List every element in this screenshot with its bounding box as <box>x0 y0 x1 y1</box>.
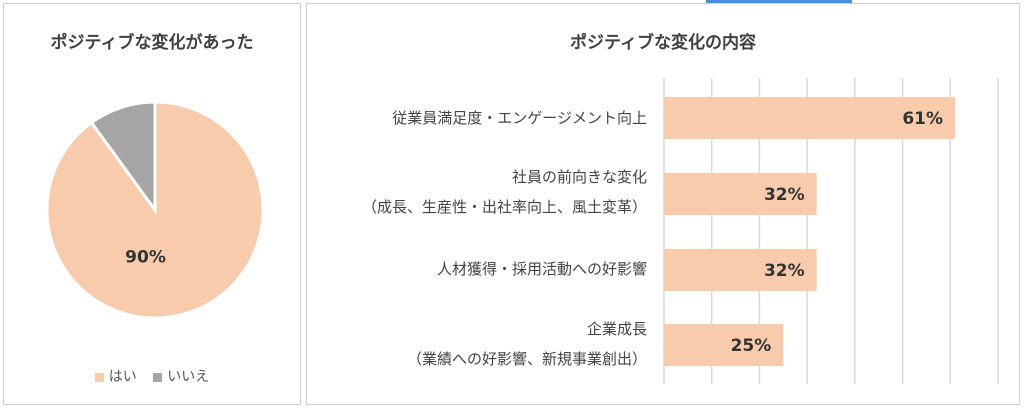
category-label: 従業員満足度・エンゲージメント向上 <box>307 108 647 128</box>
pie-chart-title: ポジティブな変化があった <box>50 33 254 53</box>
bar-chart-panel: ポジティブな変化の内容 61% 32% 32% 25% 従業員満足度・エンゲージメント… <box>306 3 1020 405</box>
pie-slice <box>45 100 265 320</box>
bar <box>664 324 784 366</box>
bar <box>664 173 817 215</box>
legend-swatch-no <box>153 372 163 382</box>
legend-item-no: いいえ <box>153 366 209 386</box>
category-label-line1: 人材獲得・採用活動への好影響 <box>436 260 647 278</box>
category-label-line1: 従業員満足度・エンゲージメント向上 <box>392 109 647 127</box>
bar-data-label: 25% <box>731 336 772 356</box>
category-label-line2: （業績への好影響、新規事業創出） <box>406 350 647 368</box>
category-label: 企業成長 （業績への好影響、新規事業創出） <box>307 319 647 369</box>
legend-label-no: いいえ <box>167 369 210 385</box>
category-label: 社員の前向きな変化 （成長、生産性・出社率向上、風土変革） <box>307 167 647 217</box>
bar <box>664 97 956 139</box>
pie-slice <box>89 100 157 215</box>
category-label: 人材獲得・採用活動への好影響 <box>307 259 647 279</box>
bar-chart: 61% 32% 32% 25% <box>663 78 999 384</box>
category-label-line1: 社員の前向きな変化 <box>511 168 647 186</box>
bar-data-label: 32% <box>764 185 805 205</box>
category-label-line2: （成長、生産性・出社率向上、風土変革） <box>361 198 647 216</box>
pie-chart-panel: ポジティブな変化があった 90% はい いいえ <box>3 3 301 405</box>
legend-item-yes: はい <box>94 366 137 386</box>
category-label-line1: 企業成長 <box>586 320 647 338</box>
legend-swatch-yes <box>94 372 104 382</box>
top-accent-line <box>706 0 852 3</box>
pie-legend: はい いいえ <box>4 366 300 386</box>
pie-data-label: 90% <box>125 247 166 267</box>
bar-data-label: 61% <box>902 109 943 129</box>
bar <box>664 249 817 291</box>
bar-data-label: 32% <box>764 261 805 281</box>
pie-chart: 90% <box>45 100 265 320</box>
legend-label-yes: はい <box>108 369 137 385</box>
bar-chart-title: ポジティブな変化の内容 <box>570 33 756 53</box>
